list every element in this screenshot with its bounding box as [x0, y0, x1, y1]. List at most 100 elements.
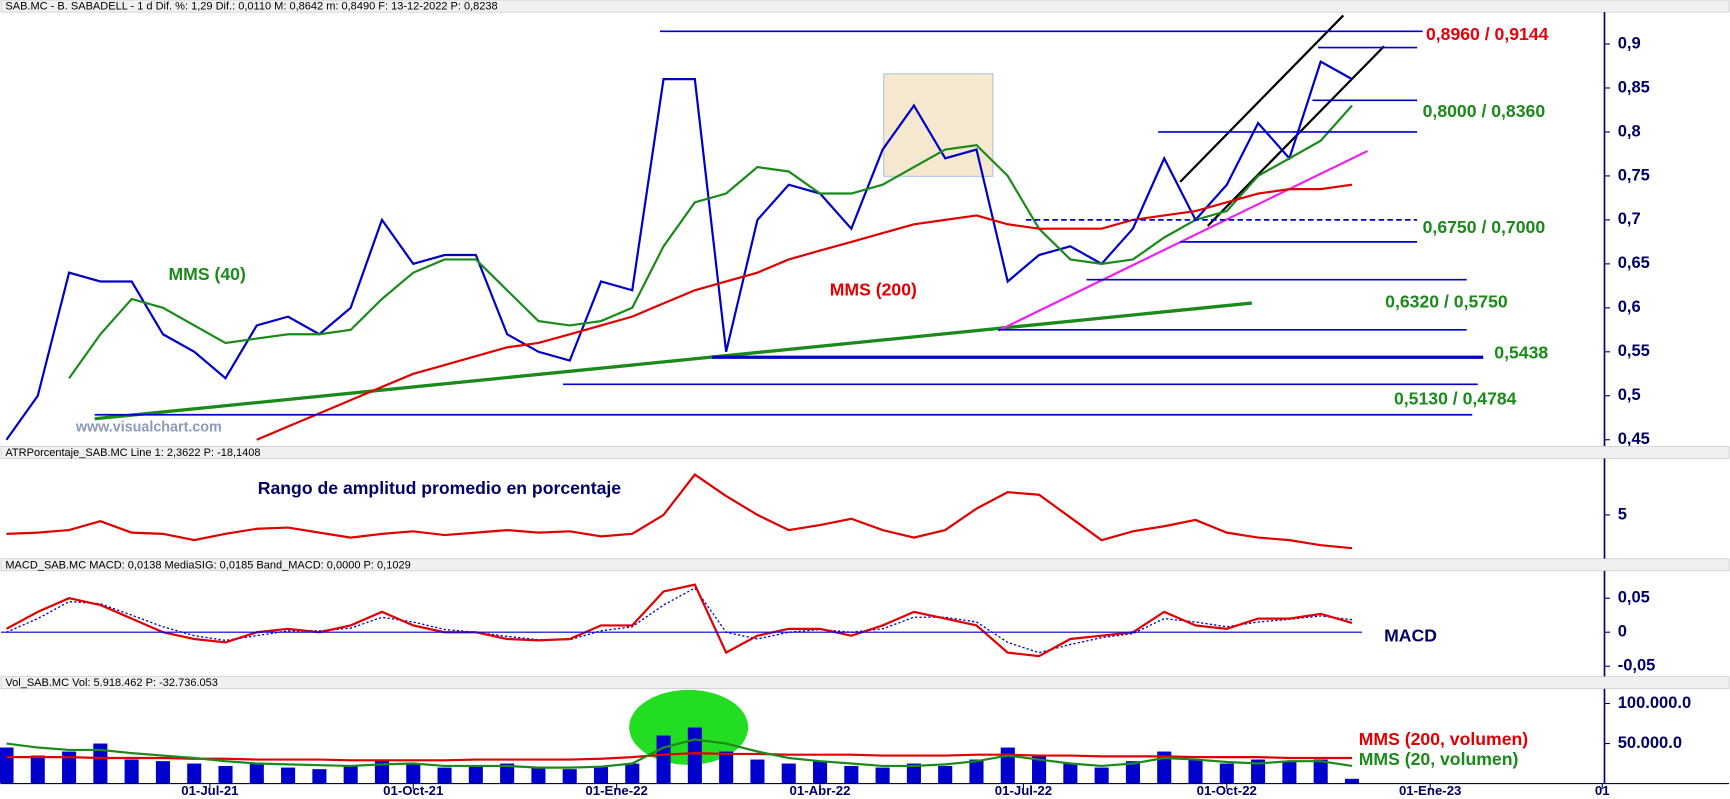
volume-bar [625, 763, 640, 784]
volume-bar [969, 759, 984, 784]
y-tick-label: 0,85 [1618, 77, 1650, 96]
volume-bar [687, 727, 702, 784]
volume-bar [1282, 761, 1297, 784]
series-line [256, 183, 1353, 441]
series-line [5, 583, 1353, 658]
level-label: 0,8000 / 0,8360 [1423, 101, 1546, 121]
x-tick-label: 01-Ene-22 [585, 783, 647, 798]
volume-bar [281, 767, 296, 784]
volume-bar [1251, 759, 1266, 784]
volume-bar [1063, 763, 1078, 784]
series-line [68, 104, 1353, 379]
trend-line [94, 301, 1252, 421]
volume-bar [30, 755, 45, 784]
y-tick-label: 0 [1618, 622, 1627, 641]
level-label: 0,6750 / 0,7000 [1423, 217, 1546, 237]
volume-bar [1094, 767, 1109, 784]
series-line [6, 473, 1353, 550]
volume-bar [1000, 747, 1015, 784]
y-tick-label: 0,55 [1618, 341, 1650, 360]
panel-header [0, 676, 1730, 690]
y-tick-label: 0,8 [1618, 121, 1641, 140]
volume-bar [906, 763, 921, 784]
panel-header [0, 558, 1730, 572]
volume-bar [155, 761, 170, 784]
volume-bar [124, 759, 139, 784]
panel-header-text: ATRPorcentaje_SAB.MC Line 1: 2,3622 P: -… [5, 447, 260, 459]
y-tick-label: 50.000.0 [1618, 733, 1682, 752]
volume-bar [1125, 761, 1140, 784]
series-label: MMS (20, volumen) [1359, 749, 1519, 769]
panel-note: MACD [1384, 626, 1437, 646]
x-tick-label: 01 [1595, 783, 1610, 798]
volume-bar [93, 743, 108, 784]
level-label: 0,5130 / 0,4784 [1394, 389, 1517, 409]
x-tick-label: 01-Jul-21 [181, 783, 238, 798]
x-tick-label: 01-Oct-21 [383, 783, 443, 798]
series-line [6, 738, 1353, 769]
panel-header-text: SAB.MC - B. SABADELL - 1 d Dif. %: 1,29 … [5, 1, 497, 13]
volume-bar [875, 767, 890, 784]
y-tick-label: -0,05 [1618, 656, 1656, 675]
volume-bar [437, 767, 452, 784]
level-label: 0,8960 / 0,9144 [1426, 24, 1549, 44]
volume-bar [218, 765, 233, 784]
volume-bar [312, 769, 327, 784]
volume-bar [500, 763, 515, 784]
x-tick-label: 01-Jul-22 [995, 783, 1052, 798]
highlight-box [883, 73, 994, 177]
volume-bar [938, 765, 953, 784]
volume-bar [656, 735, 671, 784]
volume-bar [812, 761, 828, 784]
panel-note: Rango de amplitud promedio en porcentaje [258, 478, 622, 498]
volume-bar [593, 765, 609, 784]
level-label: 0,6320 / 0,5750 [1385, 292, 1508, 312]
series-line [6, 752, 1353, 762]
x-tick-label: 01-Ene-23 [1399, 783, 1461, 798]
volume-bar [1344, 778, 1360, 784]
volume-bar [1032, 755, 1047, 784]
x-tick-label: 01-Abr-22 [790, 783, 851, 798]
volume-bar [844, 765, 859, 784]
y-tick-label: 0,9 [1618, 33, 1641, 52]
volume-bar [719, 751, 734, 784]
trend-line [997, 149, 1369, 332]
volume-bar [62, 751, 77, 784]
series-line [5, 59, 1353, 441]
volume-bar [249, 763, 264, 784]
panel-header-text: MACD_SAB.MC MACD: 0,0138 MediaSIG: 0,018… [5, 559, 410, 571]
volume-bar [187, 763, 202, 784]
volume-bar [1313, 759, 1328, 784]
volume-bar [531, 767, 546, 784]
volume-bar [1188, 759, 1203, 784]
volume-bar [750, 759, 765, 784]
panel-header [0, 0, 1730, 13]
volume-bar [781, 763, 796, 784]
y-tick-label: 0,75 [1618, 165, 1650, 184]
x-tick-label: 01-Oct-22 [1197, 783, 1257, 798]
panel-header-text: Vol_SAB.MC Vol: 5.918.462 P: -32.736.053 [5, 677, 218, 689]
y-tick-label: 0,7 [1618, 209, 1641, 228]
volume-bar [0, 747, 14, 784]
volume-bar [562, 769, 577, 784]
channel-line [1179, 14, 1345, 183]
volume-bar [406, 763, 421, 784]
y-tick-label: 0,5 [1618, 385, 1641, 404]
volume-bar [1219, 763, 1234, 784]
panel-header [0, 446, 1730, 459]
y-tick-label: 0,05 [1618, 588, 1650, 607]
series-label: MMS (40) [168, 264, 245, 284]
y-tick-label: 0,45 [1618, 429, 1650, 448]
series-label: MMS (200, volumen) [1359, 729, 1528, 749]
y-tick-label: 0,6 [1618, 297, 1641, 316]
y-tick-label: 0,65 [1618, 253, 1650, 272]
level-label: 0,5438 [1494, 342, 1548, 362]
watermark: www.visualchart.com [75, 419, 222, 435]
y-tick-label: 100.000.0 [1618, 693, 1691, 712]
y-tick-label: 5 [1618, 504, 1627, 523]
volume-bar [343, 765, 358, 784]
series-label: MMS (200) [830, 280, 917, 300]
volume-bar [468, 765, 483, 784]
